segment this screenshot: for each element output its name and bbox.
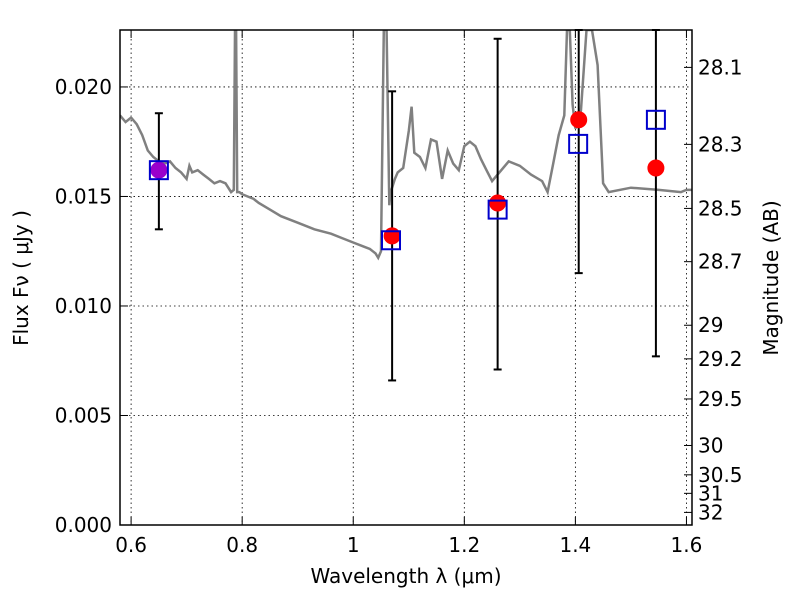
plot-frame (119, 29, 693, 526)
axis-ticks (120, 30, 692, 526)
y-right-tick-label: 31 (698, 481, 723, 505)
y-tick-label: 0.010 (55, 294, 112, 318)
model-photometry-layer (148, 109, 666, 251)
y-tick-label: 0.015 (55, 184, 112, 208)
y-right-tick-label: 28.1 (698, 55, 743, 79)
x-tick-label: 0.8 (226, 533, 258, 557)
x-tick-label: 1.4 (559, 533, 591, 557)
y-right-tick-label: 30.5 (698, 463, 743, 487)
tick-labels: 0.6 0.8 1 1.2 1.4 1.6 0.000 0.005 0.010 0.015 0.02… (55, 55, 743, 557)
x-tick-label: 0.6 (115, 533, 147, 557)
model-spectrum-line (120, 30, 692, 261)
grid (120, 30, 692, 526)
observed-points-layer (150, 111, 665, 245)
model-photometry-square (487, 199, 508, 220)
model-photometry-square (148, 160, 169, 181)
model-photometry-square (381, 230, 402, 251)
y-right-tick-label: 28.7 (698, 250, 743, 274)
observed-point (570, 111, 588, 129)
error-bars-layer (154, 29, 660, 382)
y-axis-right-label: Magnitude (AB) (759, 200, 783, 355)
model-spectrum-layer (120, 30, 692, 261)
y-axis-label: Flux Fν ( μJy ) (9, 210, 33, 346)
x-tick-label: 1 (347, 533, 360, 557)
observed-point (647, 159, 665, 177)
model-photometry-square (568, 133, 589, 154)
y-tick-label: 0.000 (55, 513, 112, 537)
x-axis-label: Wavelength λ (μm) (310, 564, 501, 588)
observed-point (489, 194, 507, 212)
y-right-tick-label: 29.2 (698, 347, 743, 371)
y-tick-label: 0.005 (55, 403, 112, 427)
y-right-tick-label: 28.3 (698, 132, 743, 156)
y-right-tick-label: 29 (698, 313, 723, 337)
y-tick-label: 0.020 (55, 75, 112, 99)
y-right-tick-label: 29.5 (698, 387, 743, 411)
y-right-tick-label: 28.5 (698, 196, 743, 220)
y-right-tick-label: 30 (698, 433, 723, 457)
x-tick-label: 1.2 (448, 533, 480, 557)
observed-point (150, 161, 168, 179)
x-tick-label: 1.6 (671, 533, 703, 557)
model-photometry-square (645, 109, 666, 130)
y-right-tick-label: 32 (698, 500, 723, 524)
